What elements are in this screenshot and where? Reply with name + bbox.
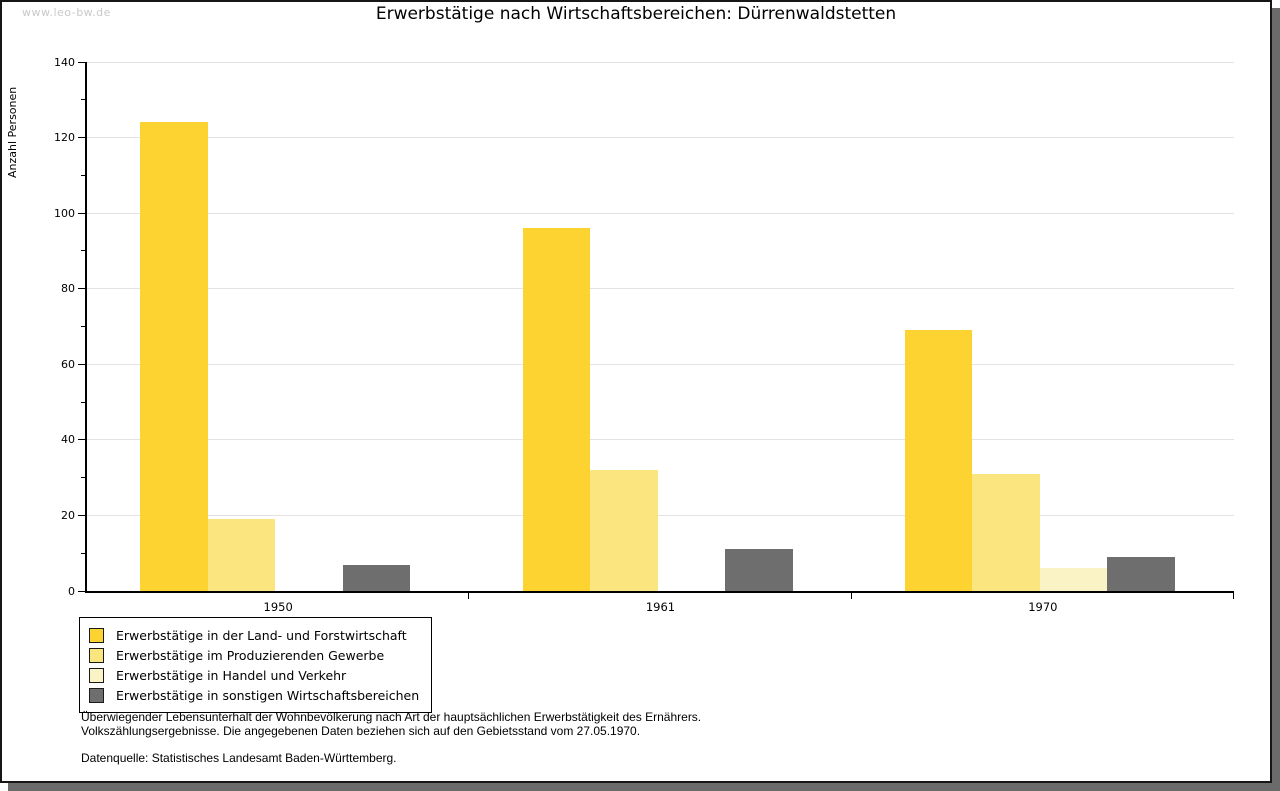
legend-label: Erwerbstätige im Produzierenden Gewerbe <box>116 647 385 663</box>
bar-1950-series-2 <box>207 519 276 591</box>
y-axis-major-tick <box>78 61 85 63</box>
y-axis-tick-label: 0 <box>68 584 75 598</box>
x-axis-category-label: 1970 <box>1028 600 1058 614</box>
legend-label: Erwerbstätige in der Land- und Forstwirt… <box>116 627 407 643</box>
legend-swatch <box>89 687 104 703</box>
y-axis-major-tick <box>78 439 85 441</box>
footer-line-2: Volkszählungsergebnisse. Die angegebenen… <box>81 724 641 738</box>
gridline <box>87 514 1234 516</box>
y-axis-major-tick <box>78 212 85 214</box>
y-axis-minor-tick <box>81 174 85 176</box>
y-axis-major-tick <box>78 363 85 365</box>
x-axis-category-label: 1950 <box>263 600 293 614</box>
legend-row: Erwerbstätige in sonstigen Wirtschaftsbe… <box>89 685 419 705</box>
y-axis-major-tick <box>78 590 85 592</box>
legend-row: Erwerbstätige in der Land- und Forstwirt… <box>89 625 419 645</box>
y-axis-tick-label: 40 <box>61 433 75 447</box>
legend-label: Erwerbstätige in sonstigen Wirtschaftsbe… <box>116 687 420 703</box>
gridline <box>87 212 1234 214</box>
gridline <box>87 439 1234 441</box>
x-axis-tick <box>1233 593 1234 599</box>
y-axis-minor-tick <box>81 326 85 327</box>
bar-1961-series-4 <box>725 549 793 591</box>
legend-row: Erwerbstätige in Handel und Verkehr <box>89 665 419 685</box>
chart-title: Erwerbstätige nach Wirtschaftsbereichen:… <box>375 4 897 24</box>
gridline <box>87 363 1234 365</box>
bar-1950-series-4 <box>342 564 411 591</box>
x-axis-category-label: 1961 <box>645 600 676 614</box>
footer-line-1: Überwiegender Lebensunterhalt der Wohnbe… <box>81 710 702 724</box>
legend: Erwerbstätige in der Land- und Forstwirt… <box>79 617 433 713</box>
footer-source: Datenquelle: Statistisches Landesamt Bad… <box>81 751 397 765</box>
y-axis-tick-label: 120 <box>54 131 75 145</box>
bar-1961-series-1 <box>522 228 590 591</box>
y-axis-major-tick <box>78 288 85 290</box>
legend-swatch <box>89 647 104 663</box>
legend-row: Erwerbstätige im Produzierenden Gewerbe <box>89 645 419 665</box>
bar-1950-series-1 <box>140 122 208 591</box>
legend-swatch <box>89 627 104 643</box>
bar-1970-series-3 <box>1039 568 1108 591</box>
y-axis-major-tick <box>78 514 85 516</box>
y-axis-label: Anzahl Personen <box>6 86 19 178</box>
legend-label: Erwerbstätige in Handel und Verkehr <box>116 667 347 683</box>
y-axis-minor-tick <box>81 99 85 101</box>
y-axis-tick-label: 80 <box>61 282 75 296</box>
y-axis-minor-tick <box>81 401 85 403</box>
watermark: www.leo-bw.de <box>22 6 111 19</box>
bar-1970-series-2 <box>972 473 1040 591</box>
gridline <box>87 61 1234 63</box>
y-axis-tick-label: 20 <box>61 508 75 522</box>
footer: Überwiegender Lebensunterhalt der Wohnbe… <box>81 710 701 765</box>
y-axis-tick-label: 140 <box>54 55 75 69</box>
gridline <box>87 288 1234 290</box>
y-axis-minor-tick <box>81 552 85 554</box>
bar-1970-series-4 <box>1107 557 1175 591</box>
x-axis-tick <box>468 593 469 599</box>
gridline <box>87 137 1234 139</box>
y-axis-major-tick <box>78 137 85 139</box>
plot-area: 0 20 40 60 80 100 120 140 1950 1961 1970 <box>54 56 1234 614</box>
bar-1970-series-1 <box>904 330 973 591</box>
x-axis-tick <box>851 593 852 599</box>
bar-1961-series-2 <box>590 470 658 591</box>
y-axis-minor-tick <box>81 477 85 479</box>
y-axis-minor-tick <box>81 250 85 252</box>
y-axis-tick-label: 100 <box>54 206 75 220</box>
legend-swatch <box>89 667 104 683</box>
y-axis-tick-label: 60 <box>61 357 75 371</box>
